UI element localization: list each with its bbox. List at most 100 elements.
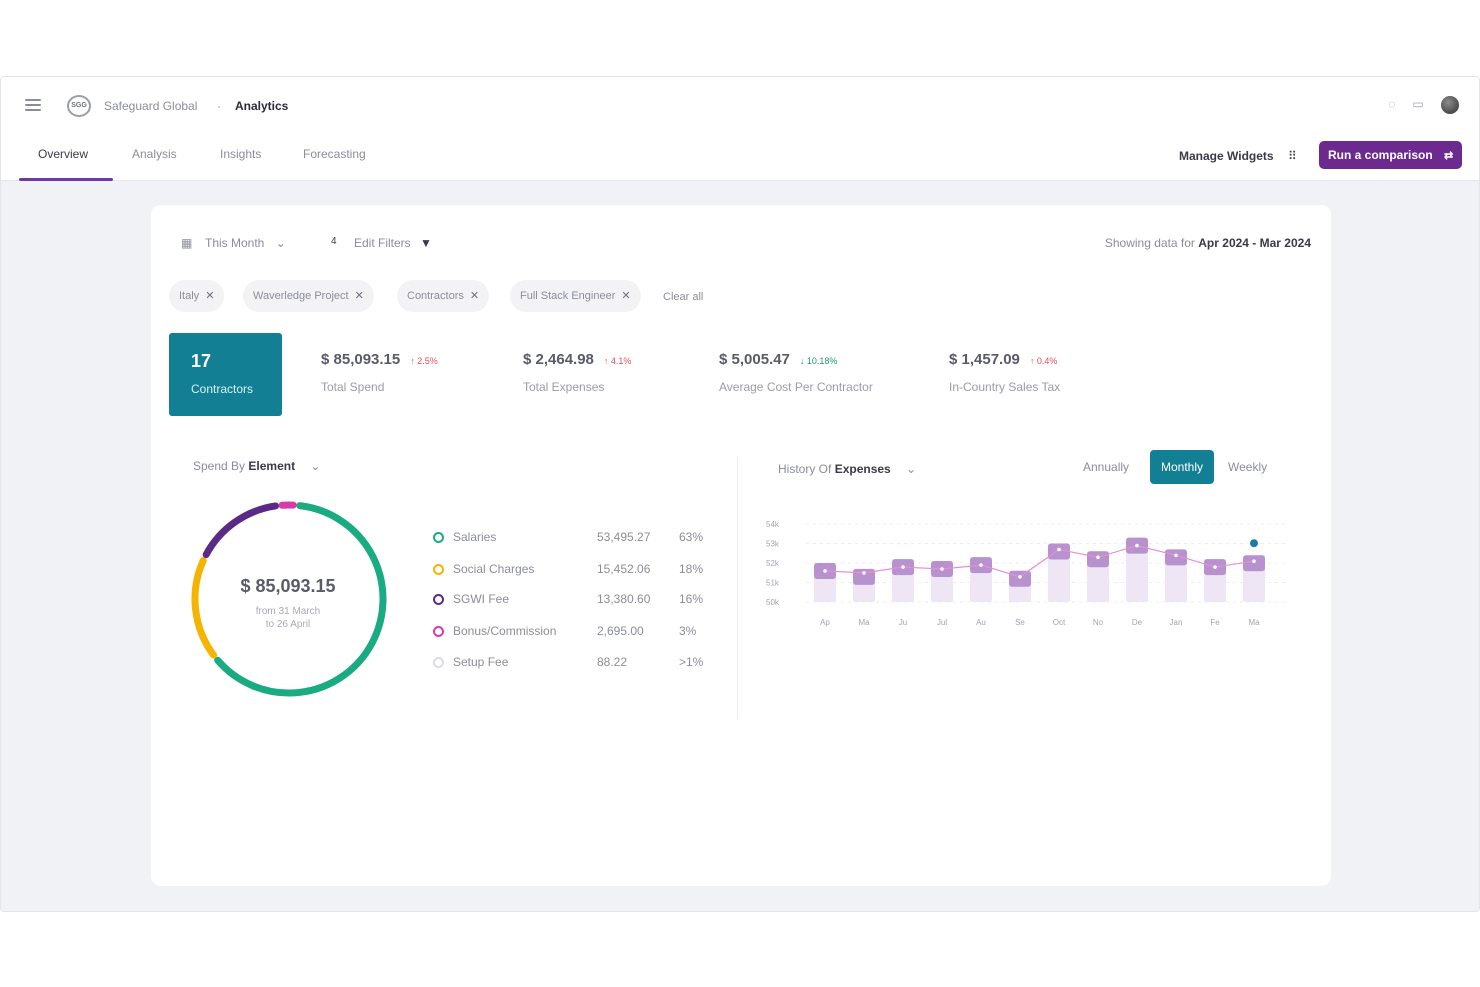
period-monthly-button[interactable]: Monthly — [1150, 450, 1214, 484]
location-pin-icon — [1250, 539, 1258, 548]
edit-filters-label: Edit Filters — [354, 236, 411, 250]
legend-amount: 15,452.06 — [597, 562, 651, 576]
clear-all-link[interactable]: Clear all — [663, 291, 704, 303]
refresh-icon: ⇄ — [1444, 150, 1454, 162]
tab-overview[interactable]: Overview — [38, 147, 89, 161]
kpi-total-spend[interactable]: $ 85,093.15 ↑ 2.5% Total Spend — [321, 351, 438, 394]
calendar-icon[interactable]: ▭ — [1412, 97, 1424, 111]
kpi-value: 17 — [191, 351, 212, 371]
legend-pct: 63% — [679, 530, 704, 544]
legend-pct: 16% — [679, 592, 704, 606]
x-tick-label: No — [1093, 618, 1104, 627]
dashboard-card: ▦ This Month ⌄ 4 Edit Filters ▼ Showing … — [151, 205, 1331, 886]
x-tick-label: Ma — [858, 618, 870, 627]
legend-amount: 13,380.60 — [597, 592, 651, 606]
x-tick-label: Se — [1015, 618, 1025, 627]
line-point — [1135, 543, 1139, 548]
bar — [1126, 537, 1148, 602]
spend-by-dropdown[interactable]: Spend By Element ⌄ — [193, 459, 320, 473]
bell-icon[interactable]: ◌ — [1388, 97, 1396, 111]
date-range-value: Apr 2024 - Mar 2024 — [1198, 236, 1311, 250]
filter-chip[interactable]: Italy ✕ — [169, 280, 225, 312]
chip-label: Full Stack Engineer — [520, 290, 616, 302]
analytics-app: SGG Safeguard Global · Analytics ◌ ▭ Ove… — [0, 76, 1480, 912]
close-icon[interactable]: ✕ — [354, 290, 364, 302]
y-tick-label: 50k — [766, 598, 780, 607]
section-divider — [737, 457, 738, 719]
close-icon[interactable]: ✕ — [205, 290, 215, 302]
chevron-down-icon: ⌄ — [310, 459, 321, 473]
selector-prefix: History Of — [778, 462, 832, 476]
run-comparison-button[interactable]: Run a comparison ⇄ — [1319, 141, 1462, 169]
tab-insights[interactable]: Insights — [220, 147, 262, 161]
close-icon[interactable]: ✕ — [469, 290, 480, 302]
line-point — [1252, 559, 1256, 563]
bar-cap — [1087, 551, 1109, 568]
line-point — [979, 563, 983, 567]
kpi-delta: ↑ 0.4% — [1029, 356, 1058, 366]
selector-value: Element — [248, 459, 296, 473]
legend-pct: >1% — [679, 655, 704, 669]
close-icon[interactable]: ✕ — [621, 290, 631, 302]
manage-widgets-button[interactable]: Manage Widgets — [1179, 149, 1274, 163]
grid-icon[interactable]: ⠿ — [1288, 149, 1297, 163]
company-logo: SGG — [67, 95, 91, 117]
breadcrumb-page: Analytics — [235, 99, 289, 113]
filter-chip[interactable]: Full Stack Engineer ✕ — [510, 280, 641, 312]
kpi-value: $ 1,457.09 — [949, 351, 1020, 368]
kpi-total-expenses[interactable]: $ 2,464.98 ↑ 4.1% Total Expenses — [523, 351, 631, 394]
avatar[interactable] — [1441, 96, 1459, 114]
legend-name: Setup Fee — [453, 655, 509, 669]
tab-analysis[interactable]: Analysis — [132, 147, 177, 161]
y-tick-label: 54k — [766, 520, 780, 529]
menu-icon[interactable] — [25, 99, 41, 111]
active-tab-indicator — [19, 178, 113, 181]
selector-prefix: Spend By — [193, 459, 246, 473]
legend-item-social-charges: Social Charges 15,452.06 18% — [433, 561, 713, 581]
x-tick-label: Ma — [1248, 618, 1260, 627]
contractors-kpi[interactable]: 17 Contractors — [169, 333, 282, 416]
kpi-label: Total Spend — [321, 380, 385, 394]
chip-label: Contractors — [407, 290, 464, 302]
chip-label: Italy — [179, 290, 200, 302]
kpi-average-cost[interactable]: $ 5,005.47 ↓ 10.18% Average Cost Per Cont… — [719, 351, 873, 394]
legend-pct: 18% — [679, 562, 704, 576]
legend-ring — [433, 532, 444, 543]
chevron-down-icon: ⌄ — [275, 236, 286, 250]
chip-label: Waverledge Project — [253, 290, 349, 302]
donut-segment — [191, 556, 218, 659]
kpi-value: $ 85,093.15 — [321, 351, 401, 368]
date-range-prefix: Showing data for — [1104, 236, 1195, 250]
x-tick-label: Oct — [1053, 618, 1066, 627]
legend-name: SGWI Fee — [453, 592, 510, 606]
kpi-value: $ 5,005.47 — [719, 351, 790, 368]
breadcrumb-company[interactable]: Safeguard Global — [104, 99, 198, 113]
filter-chip[interactable]: Waverledge Project ✕ — [243, 280, 374, 312]
donut-to: to 26 April — [265, 619, 311, 630]
line-point — [1018, 575, 1022, 579]
edit-filters-button[interactable]: Edit Filters ▼ — [354, 236, 432, 250]
x-tick-label: De — [1132, 618, 1143, 627]
donut-segment — [214, 502, 387, 697]
legend-item-salaries: Salaries 53,495.27 63% — [433, 529, 713, 549]
series-line — [824, 544, 1255, 578]
period-dropdown[interactable]: This Month ⌄ — [205, 236, 286, 250]
x-axis-labels: Ap Ma Ju Jul Au Se Oct No De Jan Fe Ma — [820, 618, 1260, 627]
legend-item-setup-fee: Setup Fee 88.22 >1% — [433, 654, 713, 674]
spend-donut-chart — [191, 501, 387, 697]
tab-forecasting[interactable]: Forecasting — [303, 147, 366, 161]
filter-chip[interactable]: Contractors ✕ — [397, 280, 490, 312]
period-annually-button[interactable]: Annually — [1083, 460, 1130, 474]
legend-item-sgwi-fee: SGWI Fee 13,380.60 16% — [433, 591, 713, 611]
donut-date-range: from 31 March to 26 April — [219, 605, 357, 631]
kpi-sales-tax[interactable]: $ 1,457.09 ↑ 0.4% In-Country Sales Tax — [949, 351, 1060, 394]
expenses-history-chart: 54k 53k 52k 51k 50k — [766, 520, 1286, 607]
history-of-dropdown[interactable]: History Of Expenses ⌄ — [778, 462, 916, 476]
y-tick-label: 51k — [766, 579, 780, 588]
period-weekly-button[interactable]: Weekly — [1228, 460, 1268, 474]
selector-value: Expenses — [834, 462, 891, 476]
legend-ring — [433, 594, 444, 605]
y-tick-label: 53k — [766, 540, 780, 549]
x-tick-label: Ju — [899, 618, 907, 627]
legend-amount: 88.22 — [597, 655, 628, 669]
